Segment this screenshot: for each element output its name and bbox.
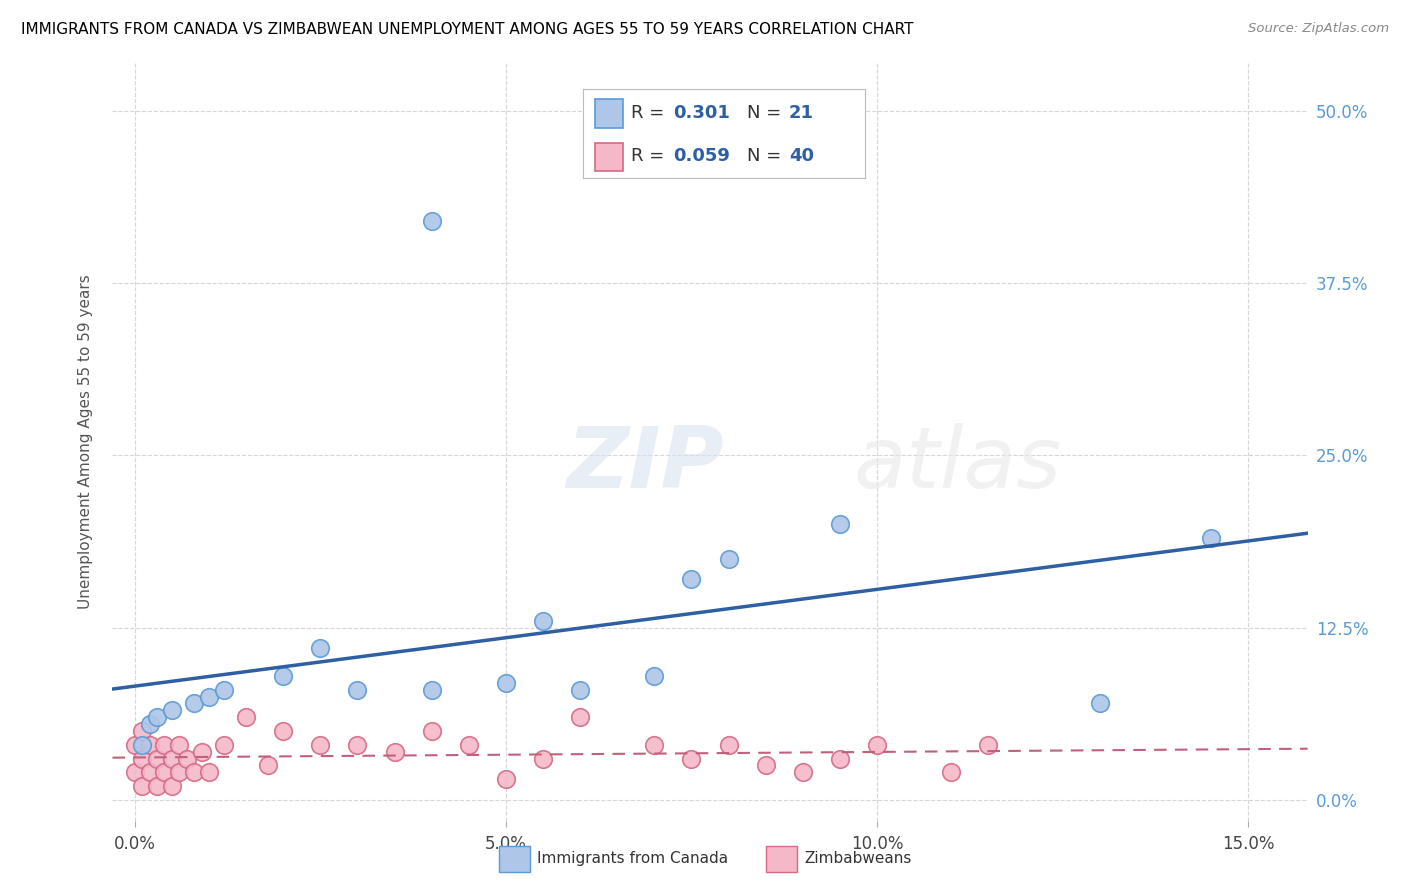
Point — [146, 751, 169, 765]
Point — [681, 573, 703, 587]
Point — [160, 779, 183, 793]
Point — [138, 717, 160, 731]
Point — [190, 745, 212, 759]
Point — [495, 772, 517, 787]
Point — [131, 779, 153, 793]
Text: R =: R = — [631, 147, 671, 165]
Point — [420, 724, 443, 739]
Text: 0.301: 0.301 — [673, 104, 730, 122]
Point — [198, 765, 221, 780]
Point — [169, 738, 191, 752]
Point — [124, 765, 146, 780]
Point — [420, 682, 443, 697]
Point — [681, 751, 703, 765]
Text: 0.059: 0.059 — [673, 147, 730, 165]
Point — [160, 751, 183, 765]
FancyBboxPatch shape — [595, 99, 623, 128]
Point — [146, 710, 169, 724]
Point — [866, 738, 889, 752]
Point — [828, 751, 851, 765]
Y-axis label: Unemployment Among Ages 55 to 59 years: Unemployment Among Ages 55 to 59 years — [79, 274, 93, 609]
Point — [531, 614, 554, 628]
Point — [212, 738, 235, 752]
Point — [153, 765, 176, 780]
Text: R =: R = — [631, 104, 671, 122]
Text: N =: N = — [747, 104, 786, 122]
Point — [176, 751, 198, 765]
Point — [717, 738, 740, 752]
Point — [346, 682, 368, 697]
Text: Immigrants from Canada: Immigrants from Canada — [537, 852, 728, 866]
Point — [138, 765, 160, 780]
Point — [977, 738, 1000, 752]
Point — [457, 738, 479, 752]
Point — [495, 675, 517, 690]
Point — [828, 517, 851, 532]
Point — [643, 669, 665, 683]
Text: IMMIGRANTS FROM CANADA VS ZIMBABWEAN UNEMPLOYMENT AMONG AGES 55 TO 59 YEARS CORR: IMMIGRANTS FROM CANADA VS ZIMBABWEAN UNE… — [21, 22, 914, 37]
Point — [1088, 697, 1111, 711]
Text: N =: N = — [747, 147, 786, 165]
Point — [569, 682, 592, 697]
Point — [198, 690, 221, 704]
Point — [183, 765, 205, 780]
Point — [420, 214, 443, 228]
Point — [569, 710, 592, 724]
Point — [212, 682, 235, 697]
Point — [1199, 531, 1222, 545]
Point — [643, 738, 665, 752]
FancyBboxPatch shape — [595, 143, 623, 171]
Point — [346, 738, 368, 752]
Point — [153, 738, 176, 752]
Text: ZIP: ZIP — [567, 423, 724, 506]
Point — [271, 724, 294, 739]
Point — [792, 765, 814, 780]
Point — [131, 751, 153, 765]
Point — [124, 738, 146, 752]
Text: atlas: atlas — [853, 423, 1062, 506]
Text: 40: 40 — [789, 147, 814, 165]
Point — [257, 758, 280, 772]
Point — [138, 738, 160, 752]
Point — [160, 703, 183, 717]
Point — [309, 738, 332, 752]
Point — [131, 724, 153, 739]
Text: Zimbabweans: Zimbabweans — [804, 852, 911, 866]
Text: 21: 21 — [789, 104, 814, 122]
Point — [169, 765, 191, 780]
Point — [131, 738, 153, 752]
Text: Source: ZipAtlas.com: Source: ZipAtlas.com — [1249, 22, 1389, 36]
Point — [183, 697, 205, 711]
Point — [309, 641, 332, 656]
Point — [146, 779, 169, 793]
Point — [271, 669, 294, 683]
Point — [717, 551, 740, 566]
Point — [755, 758, 778, 772]
Point — [384, 745, 406, 759]
Point — [531, 751, 554, 765]
Point — [235, 710, 257, 724]
Point — [941, 765, 963, 780]
